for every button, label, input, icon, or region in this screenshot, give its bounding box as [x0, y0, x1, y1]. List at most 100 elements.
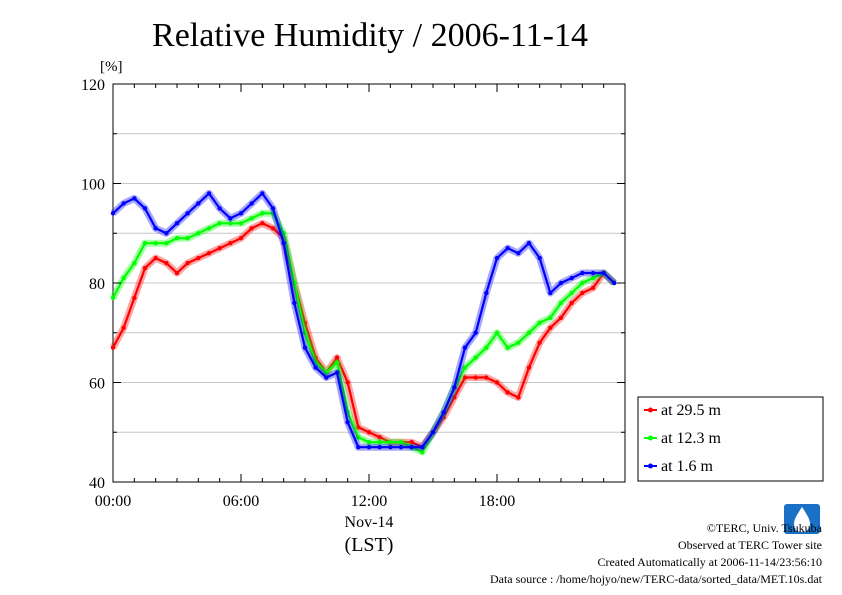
data-point — [249, 216, 254, 221]
chart-title: Relative Humidity / 2006-11-14 — [152, 17, 588, 54]
data-point — [558, 280, 564, 286]
data-point — [398, 440, 404, 445]
data-point — [590, 270, 596, 276]
data-point — [196, 255, 201, 261]
data-point — [548, 290, 553, 296]
data-point — [153, 255, 158, 261]
x-axis-sublabel: (LST) — [345, 534, 394, 556]
water-drop-icon — [794, 507, 810, 532]
data-point — [345, 380, 350, 385]
data-point — [217, 206, 222, 211]
data-point — [334, 370, 340, 375]
y-tick-label: 80 — [89, 276, 105, 293]
data-point — [505, 390, 510, 395]
data-point — [260, 221, 265, 226]
footer-source: Data source : /home/hojyo/new/TERC-data/… — [490, 572, 823, 586]
data-point — [174, 236, 180, 241]
data-point — [526, 241, 532, 246]
data-point — [366, 430, 372, 435]
data-point — [185, 260, 190, 266]
data-point — [121, 201, 126, 206]
data-point — [196, 231, 201, 236]
data-point — [249, 226, 254, 231]
y-axis-label: [%] — [100, 59, 123, 75]
data-point — [569, 275, 574, 281]
data-point — [238, 211, 244, 216]
data-point — [164, 231, 169, 236]
data-point — [452, 385, 457, 390]
data-point — [420, 444, 425, 450]
data-point — [537, 255, 542, 261]
data-point — [398, 444, 404, 450]
data-point — [377, 440, 382, 445]
data-point — [196, 201, 201, 206]
data-point — [537, 320, 542, 325]
data-point — [110, 295, 116, 301]
legend-label: at 1.6 m — [661, 458, 714, 475]
data-point — [132, 260, 137, 266]
data-point — [537, 340, 542, 345]
data-point — [121, 325, 126, 330]
data-point — [302, 330, 308, 335]
data-point — [292, 300, 297, 306]
data-point — [494, 380, 500, 385]
data-point — [484, 375, 489, 380]
data-point — [409, 444, 414, 450]
data-point — [526, 330, 532, 335]
footer-site: Observed at TERC Tower site — [678, 538, 822, 552]
data-point — [206, 226, 212, 231]
data-point — [494, 255, 500, 261]
data-point — [356, 425, 361, 430]
data-point — [548, 315, 553, 321]
data-point — [462, 375, 468, 380]
data-point — [494, 330, 500, 335]
data-point — [217, 221, 222, 226]
data-point — [569, 290, 574, 296]
data-point — [132, 196, 137, 201]
y-tick-label: 100 — [81, 177, 105, 194]
data-point — [281, 231, 286, 236]
x-tick-label: 06:00 — [223, 493, 259, 510]
data-point — [590, 275, 596, 281]
data-point — [345, 420, 350, 425]
data-point — [377, 435, 382, 440]
data-point — [516, 250, 521, 256]
y-tick-label: 60 — [89, 376, 105, 393]
data-point — [612, 280, 617, 286]
data-point — [324, 375, 329, 380]
data-point — [270, 226, 276, 231]
data-point — [590, 285, 596, 291]
data-point — [153, 241, 158, 246]
legend-marker — [648, 435, 653, 441]
data-point — [164, 241, 169, 246]
data-point — [324, 370, 329, 375]
data-point — [569, 300, 574, 306]
data-point — [377, 444, 382, 450]
legend-box — [637, 396, 824, 482]
data-point — [313, 365, 318, 370]
data-point — [473, 355, 478, 360]
data-point — [388, 444, 393, 450]
footer-copyright: ©TERC, Univ. Tsukuba — [707, 521, 823, 535]
data-point — [270, 206, 276, 211]
legend-label: at 29.5 m — [661, 402, 722, 419]
data-point — [110, 345, 116, 350]
data-point — [142, 241, 148, 246]
data-point — [185, 211, 190, 216]
data-point — [356, 435, 361, 440]
data-point — [366, 440, 372, 445]
data-point — [420, 449, 425, 455]
series-line — [112, 192, 616, 449]
data-point — [505, 245, 510, 251]
data-point — [409, 440, 414, 445]
terc-logo: TERC — [784, 504, 820, 534]
data-point — [430, 430, 436, 435]
data-point — [142, 265, 148, 271]
data-point — [142, 206, 148, 211]
logo-text: TERC — [793, 527, 810, 534]
data-point — [516, 340, 521, 345]
data-point — [110, 211, 116, 216]
legend-marker — [648, 463, 653, 469]
data-point — [484, 290, 489, 296]
data-point — [228, 241, 233, 246]
